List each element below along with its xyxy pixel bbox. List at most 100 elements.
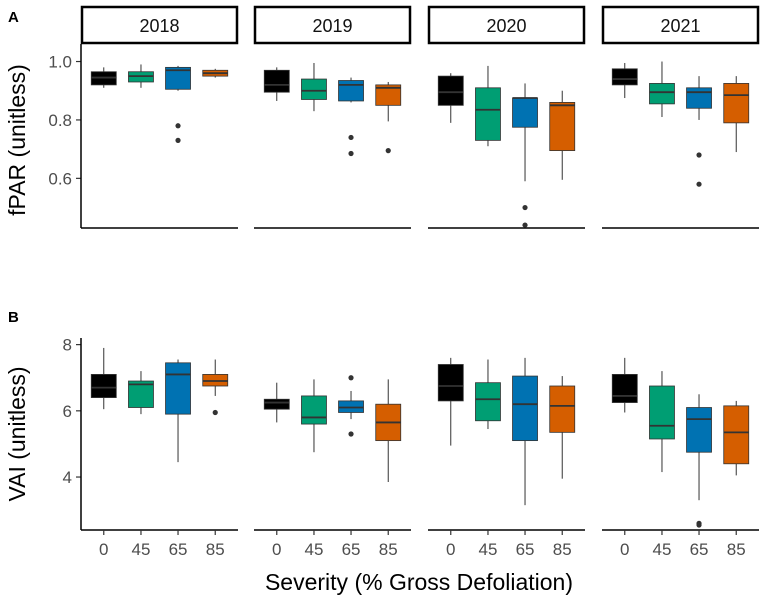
outlier-point xyxy=(175,137,181,143)
x-tick-label: 45 xyxy=(305,540,324,559)
box-65 xyxy=(338,77,364,157)
box-85 xyxy=(549,376,576,479)
outlier-point xyxy=(696,152,702,158)
box-45 xyxy=(128,371,154,415)
y-tick-label: 0.8 xyxy=(48,111,72,130)
outlier-point xyxy=(348,150,354,157)
outlier-point xyxy=(522,204,528,211)
facet-strip xyxy=(601,5,760,45)
box-45 xyxy=(301,62,327,112)
y-axis-title: VAI (unitless) xyxy=(4,366,30,501)
outlier-point xyxy=(696,181,702,187)
iqr-box xyxy=(723,83,750,124)
iqr-box xyxy=(611,68,638,86)
box-65 xyxy=(165,65,191,143)
box-0 xyxy=(437,73,464,123)
iqr-box xyxy=(649,83,675,105)
y-axis-title: fPAR (unitless) xyxy=(4,64,30,216)
box-65 xyxy=(686,394,712,528)
box-45 xyxy=(649,371,675,473)
outlier-point xyxy=(385,148,391,154)
box-85 xyxy=(723,400,750,476)
iqr-box xyxy=(165,66,191,90)
facet-2018: 2018 xyxy=(80,5,239,229)
box-85 xyxy=(375,81,402,154)
box-85 xyxy=(202,359,229,416)
iqr-box xyxy=(375,84,402,106)
box-0 xyxy=(263,382,290,423)
outlier-point xyxy=(175,123,181,129)
iqr-box xyxy=(549,102,576,152)
facet-2018: 0 45 65 85 xyxy=(81,347,238,559)
x-tick-label: 85 xyxy=(379,540,398,559)
x-tick-label: 45 xyxy=(653,540,672,559)
iqr-box xyxy=(263,69,290,93)
panel-tag: B xyxy=(8,309,19,326)
x-tick-label: 65 xyxy=(342,540,361,559)
x-tick-label: 85 xyxy=(553,540,572,559)
iqr-box xyxy=(686,407,712,453)
facet-strip-label: 2019 xyxy=(312,16,352,36)
iqr-box xyxy=(90,374,117,398)
box-65 xyxy=(686,76,712,187)
outlier-point xyxy=(212,409,218,416)
x-tick-label: 0 xyxy=(272,540,281,559)
box-0 xyxy=(263,67,290,101)
iqr-box xyxy=(128,380,154,408)
iqr-box xyxy=(437,364,464,402)
y-tick-label: 8 xyxy=(63,336,72,355)
x-tick-label: 45 xyxy=(132,540,151,559)
box-85 xyxy=(723,76,750,153)
outlier-point xyxy=(348,134,354,141)
outlier-point xyxy=(348,431,354,437)
x-tick-label: 0 xyxy=(620,540,629,559)
iqr-box xyxy=(686,87,712,109)
box-65 xyxy=(512,83,538,228)
panel-tag: A xyxy=(8,9,19,26)
facet-strip-label: 2020 xyxy=(486,16,526,36)
facet-2020: 0 45 65 85 xyxy=(428,357,585,559)
facet-strip xyxy=(80,5,239,45)
facet-2021: 2021 xyxy=(601,5,760,229)
iqr-box xyxy=(301,78,327,100)
outlier-point xyxy=(696,522,702,528)
box-45 xyxy=(128,64,154,88)
box-0 xyxy=(90,347,117,410)
box-0 xyxy=(90,67,117,88)
iqr-box xyxy=(165,362,191,415)
facet-strip xyxy=(253,5,412,45)
box-0 xyxy=(437,357,464,446)
facet-strip xyxy=(427,5,586,45)
x-tick-label: 65 xyxy=(516,540,535,559)
box-45 xyxy=(649,61,675,118)
iqr-box xyxy=(512,375,538,442)
x-tick-label: 45 xyxy=(479,540,498,559)
facet-2019: 2019 xyxy=(253,5,412,229)
box-45 xyxy=(301,379,327,453)
box-45 xyxy=(475,359,501,430)
box-0 xyxy=(611,62,638,99)
box-65 xyxy=(512,357,538,506)
x-tick-label: 85 xyxy=(727,540,746,559)
iqr-box xyxy=(338,80,364,102)
iqr-box xyxy=(611,374,638,403)
y-tick-label: 6 xyxy=(63,402,72,421)
y-tick-label: 0.6 xyxy=(48,169,72,188)
x-tick-label: 85 xyxy=(206,540,225,559)
iqr-box xyxy=(549,385,576,433)
facet-strip-label: 2018 xyxy=(139,16,179,36)
outlier-point xyxy=(522,222,528,228)
iqr-box xyxy=(437,75,464,106)
facet-strip-label: 2021 xyxy=(660,16,700,36)
box-0 xyxy=(611,357,638,413)
iqr-box xyxy=(475,382,501,422)
x-tick-label: 0 xyxy=(99,540,108,559)
x-tick-label: 65 xyxy=(169,540,188,559)
y-tick-label: 4 xyxy=(63,468,72,487)
iqr-box xyxy=(475,87,501,141)
iqr-box xyxy=(512,97,538,128)
x-tick-label: 0 xyxy=(446,540,455,559)
iqr-box xyxy=(263,398,290,410)
